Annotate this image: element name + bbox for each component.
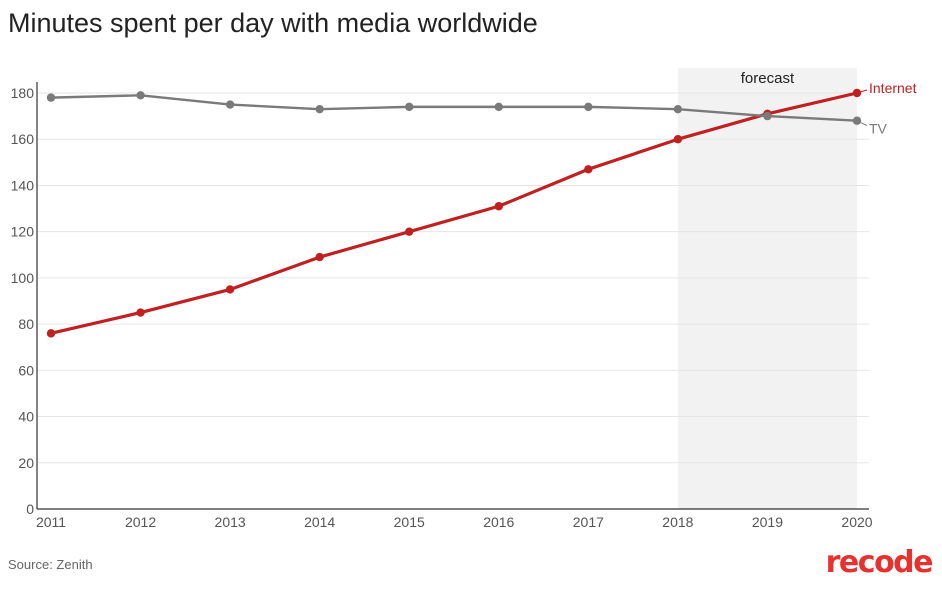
x-tick-label: 2012 bbox=[125, 514, 156, 530]
x-tick-label: 2017 bbox=[573, 514, 604, 530]
y-tick-label: 160 bbox=[11, 131, 35, 147]
y-tick-label: 0 bbox=[26, 501, 34, 517]
x-tick-label: 2020 bbox=[841, 514, 872, 530]
tv-point bbox=[315, 104, 324, 114]
source-note: Source: Zenith bbox=[8, 557, 93, 572]
tv-series-label: TV bbox=[869, 121, 888, 137]
recode-logo: recode bbox=[825, 545, 934, 580]
internet-point bbox=[315, 252, 324, 262]
internet-point bbox=[405, 227, 414, 236]
y-tick-label: 20 bbox=[18, 455, 34, 471]
tv-point bbox=[584, 102, 593, 112]
y-tick-label: 120 bbox=[11, 224, 35, 240]
internet-point bbox=[225, 285, 235, 294]
tv-point bbox=[494, 102, 503, 112]
internet-point bbox=[46, 329, 56, 338]
tv-point bbox=[405, 102, 414, 112]
y-tick-label: 180 bbox=[11, 85, 35, 101]
x-tick-label: 2016 bbox=[483, 514, 514, 530]
tv-point bbox=[673, 104, 683, 114]
tv-point bbox=[852, 116, 862, 125]
tv-point bbox=[136, 91, 145, 100]
y-tick-label: 40 bbox=[18, 409, 34, 425]
internet-point bbox=[494, 202, 503, 211]
y-tick-label: 100 bbox=[11, 270, 35, 286]
internet-point bbox=[852, 88, 862, 98]
internet-series-label: Internet bbox=[869, 80, 917, 96]
x-tick-label: 2011 bbox=[36, 514, 66, 530]
internet-line bbox=[49, 91, 859, 335]
forecast-label: forecast bbox=[741, 70, 795, 87]
internet-point bbox=[136, 308, 145, 317]
internet-point bbox=[673, 135, 683, 144]
y-tick-label: 140 bbox=[11, 177, 35, 193]
tv-point bbox=[46, 93, 56, 102]
x-tick-label: 2018 bbox=[662, 514, 693, 530]
x-tick-label: 2019 bbox=[752, 514, 783, 530]
y-tick-label: 80 bbox=[18, 316, 34, 332]
internet-label-leader bbox=[860, 89, 868, 93]
forecast-band bbox=[677, 68, 857, 509]
tv-line bbox=[49, 94, 859, 122]
y-tick-label: 60 bbox=[18, 362, 34, 378]
x-tick-label: 2015 bbox=[394, 514, 425, 530]
x-tick-label: 2014 bbox=[304, 514, 335, 530]
tv-point bbox=[763, 111, 772, 121]
chart-title: Minutes spent per day with media worldwi… bbox=[8, 8, 538, 38]
internet-point bbox=[584, 165, 593, 174]
tv-label-leader bbox=[860, 122, 868, 126]
x-tick-label: 2013 bbox=[215, 514, 246, 530]
tv-point bbox=[225, 100, 235, 109]
